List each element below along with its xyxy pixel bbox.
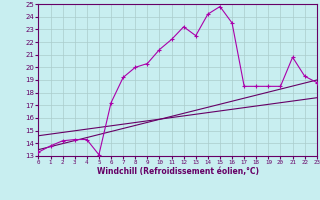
X-axis label: Windchill (Refroidissement éolien,°C): Windchill (Refroidissement éolien,°C) — [97, 167, 259, 176]
